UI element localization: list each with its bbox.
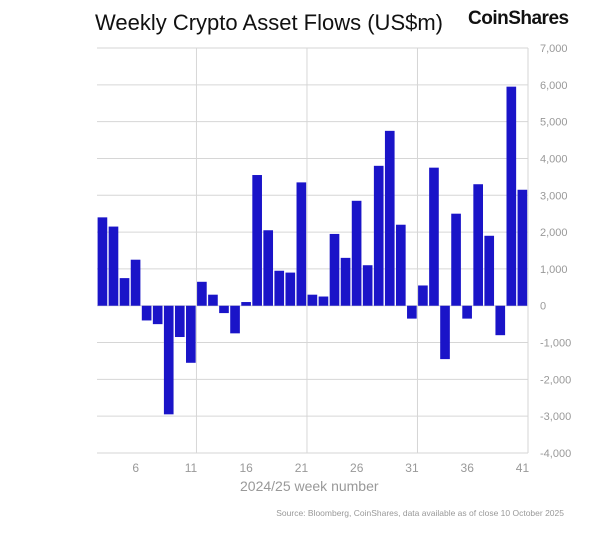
bar-week-11 [186,305,196,363]
bar-week-40 [506,86,517,306]
bar-week-18 [263,230,274,306]
x-tick-label: 6 [132,461,139,475]
bar-week-24 [329,233,340,306]
bar-week-36 [462,305,472,319]
y-tick-label: 4,000 [540,153,568,165]
bar-week-3 [97,217,108,306]
bar-week-16 [241,302,251,306]
bar-week-30 [395,224,406,306]
bar-week-9 [163,305,174,415]
bar-week-7 [141,305,152,321]
y-tick-label: -2,000 [540,374,571,386]
bar-week-37 [473,184,483,306]
bar-week-20 [285,272,296,306]
x-tick-label: 31 [405,461,419,475]
bar-week-4 [108,226,119,306]
y-tick-label: -4,000 [540,448,571,460]
bar-week-25 [340,257,351,306]
bar-week-5 [119,278,130,306]
x-tick-label: 16 [240,461,254,475]
bar-week-15 [230,305,240,334]
bar-week-26 [351,200,362,306]
chart-title: Weekly Crypto Asset Flows (US$m) [95,10,444,35]
y-tick-label: 3,000 [540,190,568,202]
coinshares-logo: CoinShares [468,8,569,29]
bar-week-38 [484,235,495,306]
bar-week-22 [307,294,318,306]
bar-week-10 [174,305,185,338]
bar-week-34 [440,305,450,360]
x-tick-label: 41 [516,461,530,475]
x-tick-label: 36 [461,461,475,475]
y-tick-label: 7,000 [540,43,568,55]
bar-week-14 [219,305,229,314]
bar-week-35 [451,213,461,306]
bar-week-23 [318,296,329,306]
x-axis-label: 2024/25 week number [240,478,379,494]
bar-week-19 [274,270,285,306]
bar-week-31 [407,305,417,319]
y-tick-label: -1,000 [540,338,571,350]
bar-week-12 [197,281,207,306]
y-tick-label: 2,000 [540,227,568,239]
bar-week-39 [495,305,506,336]
bar-week-33 [429,167,439,306]
source-note: Source: Bloomberg, CoinShares, data avai… [276,508,564,518]
bar-week-29 [384,130,395,306]
bar-week-27 [362,265,373,306]
bar-week-8 [152,305,163,325]
bar-week-28 [373,165,384,306]
bar-week-32 [418,285,428,306]
y-tick-label: 5,000 [540,117,568,129]
bar-week-21 [296,182,307,306]
y-tick-label: 6,000 [540,80,568,92]
bar-week-6 [130,259,141,306]
x-tick-label: 21 [295,461,309,475]
bar-week-17 [252,175,262,306]
bar-week-13 [208,294,218,306]
y-tick-label: -3,000 [540,411,571,423]
x-tick-label: 11 [185,461,198,475]
x-tick-label: 26 [350,461,364,475]
y-tick-label: 0 [540,301,546,313]
y-tick-label: 1,000 [540,264,568,276]
bar-week-41 [517,189,528,306]
